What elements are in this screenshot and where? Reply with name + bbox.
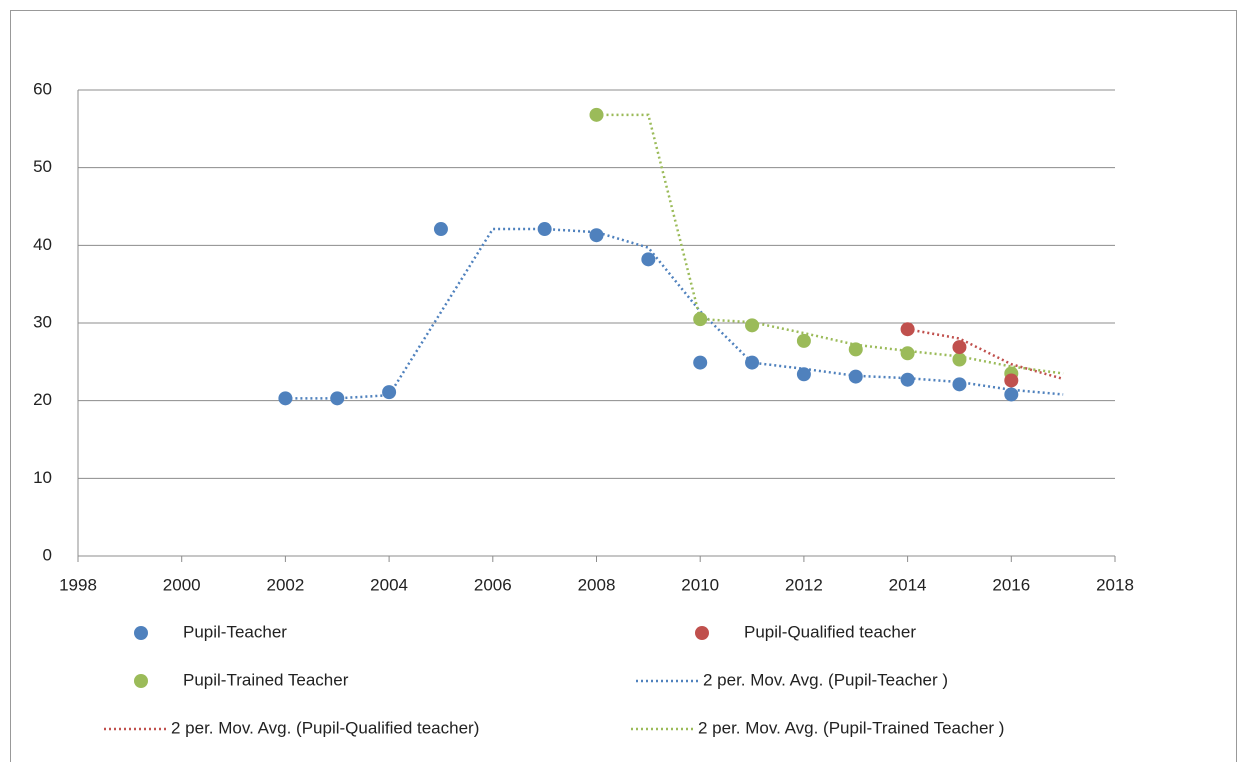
moving-average-line bbox=[285, 227, 1064, 400]
x-tick-label: 2008 bbox=[578, 575, 616, 594]
y-tick-label: 30 bbox=[33, 312, 52, 331]
x-tick-label: 2016 bbox=[992, 575, 1030, 594]
scatter-point bbox=[278, 391, 293, 406]
y-tick-label: 60 bbox=[33, 79, 52, 98]
x-tick-label: 2014 bbox=[889, 575, 927, 594]
x-tick-label: 1998 bbox=[59, 575, 97, 594]
scatter-point bbox=[382, 385, 397, 400]
scatter-point bbox=[952, 340, 967, 355]
y-tick-label: 10 bbox=[33, 468, 52, 487]
x-tick-label: 2018 bbox=[1096, 575, 1134, 594]
scatter-point bbox=[589, 228, 604, 243]
scatter-point bbox=[693, 312, 708, 327]
legend-label: 2 per. Mov. Avg. (Pupil-Teacher ) bbox=[703, 670, 948, 689]
scatter-point bbox=[796, 367, 811, 382]
legend-label: 2 per. Mov. Avg. (Pupil-Qualified teache… bbox=[171, 718, 479, 737]
legend-marker bbox=[695, 626, 709, 640]
y-tick-label: 20 bbox=[33, 390, 52, 409]
legend-marker bbox=[134, 626, 148, 640]
y-tick-label: 0 bbox=[43, 545, 52, 564]
scatter-point bbox=[900, 372, 915, 387]
scatter-point bbox=[900, 346, 915, 361]
chart-frame bbox=[10, 10, 1237, 762]
scatter-point bbox=[330, 391, 345, 406]
scatter-point bbox=[952, 352, 967, 367]
legend-marker bbox=[134, 674, 148, 688]
legend-label: Pupil-Qualified teacher bbox=[744, 622, 916, 641]
x-tick-label: 2004 bbox=[370, 575, 408, 594]
scatter-point bbox=[433, 222, 448, 237]
y-tick-label: 50 bbox=[33, 157, 52, 176]
x-tick-label: 2002 bbox=[266, 575, 304, 594]
x-tick-label: 2012 bbox=[785, 575, 823, 594]
scatter-point bbox=[848, 342, 863, 357]
x-tick-label: 2000 bbox=[163, 575, 201, 594]
scatter-point bbox=[796, 333, 811, 348]
scatter-point bbox=[693, 355, 708, 370]
scatter-point bbox=[745, 318, 760, 333]
scatter-point bbox=[641, 252, 656, 267]
x-tick-label: 2010 bbox=[681, 575, 719, 594]
scatter-point bbox=[1004, 373, 1019, 388]
moving-average-line bbox=[596, 113, 1064, 375]
y-tick-label: 40 bbox=[33, 235, 52, 254]
legend-label: Pupil-Trained Teacher bbox=[183, 670, 349, 689]
scatter-point bbox=[848, 369, 863, 384]
scatter-point bbox=[537, 222, 552, 237]
scatter-point bbox=[745, 355, 760, 370]
legend-label: Pupil-Teacher bbox=[183, 622, 287, 641]
x-tick-label: 2006 bbox=[474, 575, 512, 594]
legend-label: 2 per. Mov. Avg. (Pupil-Trained Teacher … bbox=[698, 718, 1004, 737]
moving-average-line bbox=[907, 327, 1064, 381]
scatter-point bbox=[952, 377, 967, 392]
scatter-point bbox=[900, 322, 915, 337]
scatter-point bbox=[589, 107, 604, 122]
scatter-point bbox=[1004, 387, 1019, 402]
